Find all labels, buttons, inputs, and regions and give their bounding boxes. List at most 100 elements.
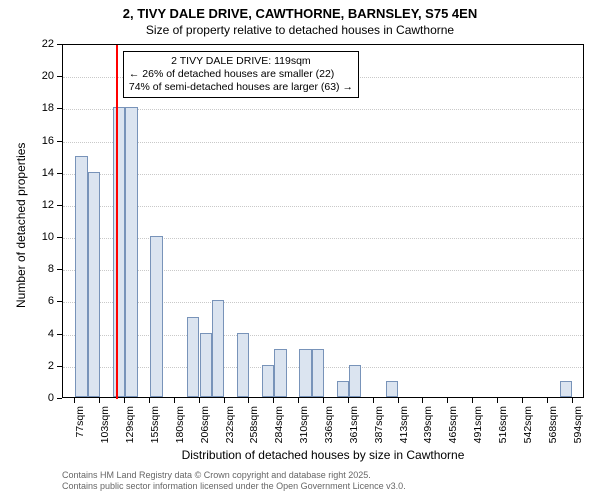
x-tick-label: 258sqm	[248, 406, 260, 454]
y-tick-mark	[57, 76, 62, 77]
footer-line-2: Contains public sector information licen…	[62, 481, 406, 492]
y-tick-label: 2	[34, 360, 54, 372]
annotation-box: 2 TIVY DALE DRIVE: 119sqm← 26% of detach…	[123, 51, 359, 98]
gridline	[63, 206, 583, 207]
annotation-line2: ← 26% of detached houses are smaller (22…	[129, 68, 353, 81]
histogram-bar	[312, 349, 324, 397]
x-tick-label: 284sqm	[273, 406, 285, 454]
gridline	[63, 302, 583, 303]
x-tick-label: 129sqm	[124, 406, 136, 454]
x-tick-label: 180sqm	[174, 406, 186, 454]
y-tick-mark	[57, 44, 62, 45]
histogram-bar	[212, 300, 224, 397]
chart-container: { "title": "2, TIVY DALE DRIVE, CAWTHORN…	[0, 0, 600, 500]
x-tick-mark	[323, 398, 324, 403]
y-tick-mark	[57, 301, 62, 302]
x-tick-mark	[74, 398, 75, 403]
x-tick-mark	[398, 398, 399, 403]
x-tick-mark	[273, 398, 274, 403]
histogram-bar	[200, 333, 212, 397]
x-tick-mark	[199, 398, 200, 403]
x-tick-mark	[522, 398, 523, 403]
histogram-bar	[386, 381, 398, 397]
x-tick-mark	[248, 398, 249, 403]
x-tick-mark	[174, 398, 175, 403]
x-tick-mark	[149, 398, 150, 403]
attribution-footer: Contains HM Land Registry data © Crown c…	[62, 470, 406, 493]
y-tick-label: 18	[34, 102, 54, 114]
y-tick-label: 20	[34, 70, 54, 82]
x-tick-label: 413sqm	[398, 406, 410, 454]
chart-subtitle: Size of property relative to detached ho…	[0, 23, 600, 37]
x-tick-mark	[298, 398, 299, 403]
histogram-bar	[299, 349, 311, 397]
histogram-bar	[560, 381, 572, 397]
y-tick-label: 12	[34, 199, 54, 211]
y-tick-label: 8	[34, 263, 54, 275]
histogram-bar	[262, 365, 274, 397]
x-tick-mark	[472, 398, 473, 403]
gridline	[63, 174, 583, 175]
gridline	[63, 335, 583, 336]
histogram-bar	[125, 107, 137, 397]
y-tick-mark	[57, 141, 62, 142]
y-tick-mark	[57, 237, 62, 238]
annotation-line1: 2 TIVY DALE DRIVE: 119sqm	[129, 55, 353, 68]
footer-line-1: Contains HM Land Registry data © Crown c…	[62, 470, 406, 481]
y-tick-mark	[57, 366, 62, 367]
x-tick-mark	[572, 398, 573, 403]
x-tick-label: 465sqm	[447, 406, 459, 454]
x-tick-mark	[422, 398, 423, 403]
y-tick-label: 16	[34, 135, 54, 147]
y-tick-label: 6	[34, 295, 54, 307]
gridline	[63, 238, 583, 239]
x-tick-mark	[99, 398, 100, 403]
x-tick-label: 542sqm	[522, 406, 534, 454]
x-tick-label: 336sqm	[323, 406, 335, 454]
gridline	[63, 270, 583, 271]
x-tick-mark	[497, 398, 498, 403]
y-tick-mark	[57, 108, 62, 109]
x-tick-label: 206sqm	[199, 406, 211, 454]
x-tick-mark	[348, 398, 349, 403]
x-tick-label: 232sqm	[224, 406, 236, 454]
y-tick-mark	[57, 398, 62, 399]
histogram-bar	[113, 107, 125, 397]
x-tick-mark	[547, 398, 548, 403]
arrow-left-icon: ←	[129, 68, 142, 80]
y-axis-label: Number of detached properties	[14, 143, 28, 308]
x-tick-mark	[224, 398, 225, 403]
histogram-bar	[274, 349, 286, 397]
x-tick-label: 77sqm	[74, 406, 86, 454]
x-tick-label: 516sqm	[497, 406, 509, 454]
y-tick-label: 4	[34, 328, 54, 340]
y-tick-mark	[57, 205, 62, 206]
y-tick-label: 10	[34, 231, 54, 243]
x-tick-label: 439sqm	[422, 406, 434, 454]
histogram-bar	[75, 156, 87, 397]
x-tick-mark	[447, 398, 448, 403]
x-tick-label: 103sqm	[99, 406, 111, 454]
arrow-right-icon: →	[340, 81, 353, 93]
x-tick-mark	[124, 398, 125, 403]
histogram-bar	[187, 317, 199, 397]
chart-title: 2, TIVY DALE DRIVE, CAWTHORNE, BARNSLEY,…	[0, 6, 600, 21]
annotation-line3: 74% of semi-detached houses are larger (…	[129, 81, 353, 94]
plot-area: 2 TIVY DALE DRIVE: 119sqm← 26% of detach…	[62, 44, 584, 398]
y-tick-mark	[57, 173, 62, 174]
y-tick-label: 0	[34, 392, 54, 404]
x-tick-label: 155sqm	[149, 406, 161, 454]
histogram-bar	[237, 333, 249, 397]
y-tick-mark	[57, 334, 62, 335]
y-tick-mark	[57, 269, 62, 270]
y-tick-label: 14	[34, 167, 54, 179]
gridline	[63, 109, 583, 110]
histogram-bar	[349, 365, 361, 397]
histogram-bar	[88, 172, 100, 397]
x-tick-label: 310sqm	[298, 406, 310, 454]
property-marker-line	[116, 45, 118, 399]
x-tick-label: 361sqm	[348, 406, 360, 454]
x-tick-mark	[373, 398, 374, 403]
x-tick-label: 491sqm	[472, 406, 484, 454]
x-tick-label: 568sqm	[547, 406, 559, 454]
